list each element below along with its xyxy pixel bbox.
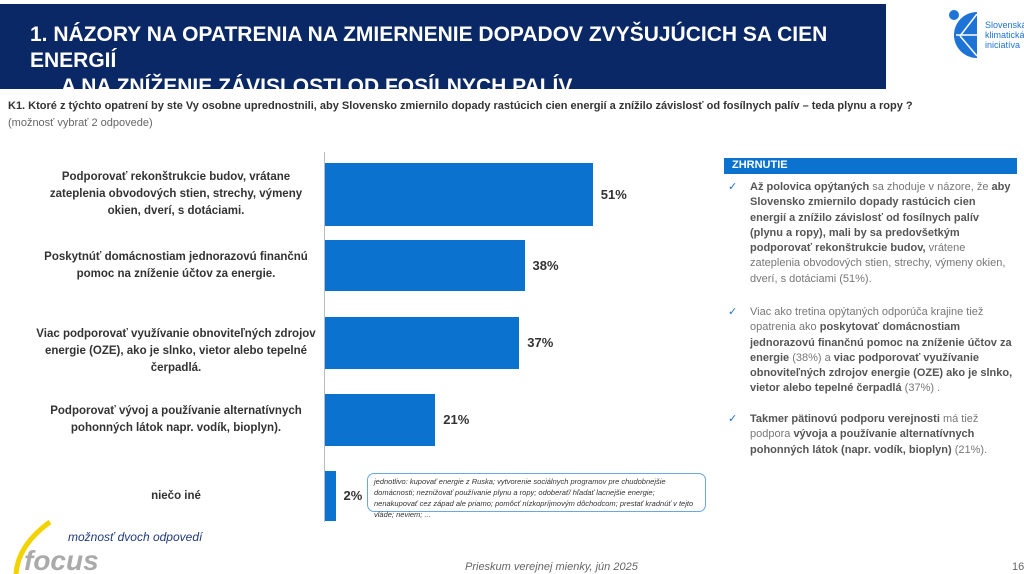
value-label: 2% bbox=[343, 488, 363, 503]
title-line-1: 1. NÁZORY NA OPATRENIA NA ZMIERNENIE DOP… bbox=[30, 23, 828, 72]
summary-text: Až polovica opýtaných bbox=[750, 181, 870, 193]
page-number: 16 bbox=[1012, 561, 1024, 573]
category-label: Podporovať vývoj a používanie alternatív… bbox=[50, 405, 302, 434]
bar bbox=[325, 471, 336, 521]
question-note: (možnosť vybrať 2 odpovede) bbox=[8, 117, 153, 129]
svg-text:focus: focus bbox=[24, 545, 99, 574]
summary-text: (38%) a bbox=[789, 351, 834, 364]
summary-text: Takmer pätinovú podporu verejnosti bbox=[750, 413, 940, 425]
source: Prieskum verejnej mienky, jún 2025 bbox=[465, 561, 638, 573]
check-icon: ✓ bbox=[728, 413, 738, 425]
category-label: niečo iné bbox=[151, 489, 201, 502]
summary-item: ✓ Až polovica opýtaných sa zhoduje v názo… bbox=[728, 180, 1013, 287]
bar bbox=[325, 163, 593, 226]
summary-item: ✓ Takmer pätinovú podporu verejnosti má t… bbox=[728, 412, 1013, 458]
bar bbox=[325, 394, 436, 446]
summary-text: sa zhoduje v názore, že bbox=[869, 181, 992, 193]
check-icon: ✓ bbox=[728, 306, 738, 318]
summary-text: (37%) . bbox=[901, 382, 941, 395]
summary-text: (21%). bbox=[951, 443, 988, 456]
logo-text: Slovenská klimatická iniciatíva bbox=[985, 20, 1024, 50]
category-axis bbox=[324, 152, 325, 522]
logo-line: klimatická bbox=[985, 30, 1024, 40]
summary-heading: ZHRNUTIE bbox=[724, 158, 1017, 174]
title-bar: 1. NÁZORY NA OPATRENIA NA ZMIERNENIE DOP… bbox=[0, 4, 886, 98]
summary-text: vývoja a používanie alternatívnych pohon… bbox=[750, 428, 975, 456]
logo-line: iniciatíva bbox=[985, 40, 1021, 50]
category-label: Viac podporovať využívanie obnoviteľných… bbox=[36, 328, 316, 374]
summary-text: Viac ako tretina opýtaných odporúča kraj… bbox=[750, 306, 984, 334]
summary-text: vrátene zateplenia obvodových stien, str… bbox=[750, 242, 1006, 285]
question: K1. Ktoré z týchto opatrení by ste Vy os… bbox=[8, 100, 913, 112]
value-label: 51% bbox=[600, 186, 627, 202]
summary-text: poskytovať domácnostiam jednorazovú fina… bbox=[750, 321, 1012, 364]
title-line-2: A NA ZNÍŽENIE ZÁVISLOSTI OD FOSÍLNYCH PA… bbox=[61, 75, 573, 98]
value-label: 21% bbox=[443, 412, 470, 427]
summary-text: má tiež podpora bbox=[750, 413, 979, 441]
logo-line: Slovenská bbox=[985, 20, 1024, 30]
summary-text: aby Slovensko zmiernilo dopady rastúcich… bbox=[750, 181, 1011, 255]
value-label: 37% bbox=[527, 335, 554, 350]
category-label: Poskytnúť domácnostiam jednorazovú finan… bbox=[44, 250, 308, 280]
category-label: Podporovať rekonštrukcie budov, vrátane … bbox=[49, 171, 303, 217]
bar bbox=[325, 317, 520, 369]
other-answers-note: jednotlivo: kupovať energie z Ruska; vyt… bbox=[367, 473, 706, 519]
ski-logo-icon bbox=[949, 10, 978, 58]
summary-text: viac podporovať využívanie obnoviteľných… bbox=[750, 351, 1013, 395]
bar bbox=[325, 240, 525, 291]
footnote: možnosť dvoch odpovedí bbox=[68, 530, 203, 544]
summary-item: ✓ Viac ako tretina opýtaných odporúča kra… bbox=[728, 305, 1013, 397]
check-icon: ✓ bbox=[728, 181, 738, 193]
focus-logo: focus bbox=[13, 520, 99, 574]
value-label: 38% bbox=[532, 257, 559, 273]
